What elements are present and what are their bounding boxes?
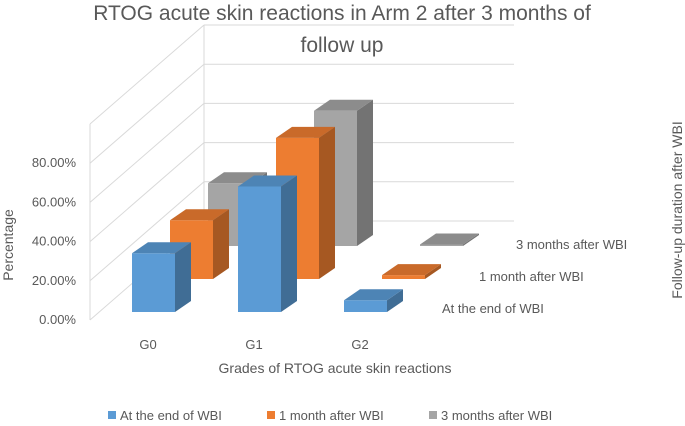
series-depth-label: At the end of WBI — [442, 301, 544, 316]
bars — [132, 99, 479, 312]
x-axis-title: Grades of RTOG acute skin reactions — [219, 360, 452, 376]
legend-label: At the end of WBI — [120, 408, 222, 423]
series-depth-label: 1 month after WBI — [479, 269, 584, 284]
x-tick-label: G1 — [245, 337, 262, 352]
bar — [132, 242, 191, 312]
x-axis-ticks: G0 G1 G2 — [139, 337, 368, 352]
legend-item: 1 month after WBI — [267, 408, 384, 423]
y-axis-title: Percentage — [0, 209, 16, 281]
bar — [382, 264, 441, 279]
depth-axis-title: Follow-up duration after WBI — [669, 121, 685, 298]
legend: At the end of WBI 1 month after WBI 3 mont… — [108, 408, 552, 423]
gridline-side — [89, 63, 205, 164]
bar — [420, 233, 479, 246]
chart-title-line-1: RTOG acute skin reactions in Arm 2 after… — [93, 2, 591, 25]
bar — [238, 175, 297, 312]
gridline-side — [89, 181, 205, 282]
legend-swatch — [429, 411, 437, 419]
legend-item: At the end of WBI — [108, 408, 222, 423]
gridline-side — [89, 24, 205, 125]
gridline-side — [89, 103, 205, 203]
bar — [344, 289, 403, 312]
chart-title-line-2: follow up — [301, 34, 384, 57]
y-tick-label: 80.00% — [32, 155, 77, 170]
legend-swatch — [267, 411, 275, 419]
x-tick-label: G0 — [139, 337, 156, 352]
gridline-side — [89, 142, 205, 242]
legend-item: 3 months after WBI — [429, 408, 552, 423]
legend-swatch — [108, 411, 116, 419]
legend-label: 1 month after WBI — [279, 408, 384, 423]
y-tick-label: 60.00% — [32, 194, 77, 209]
series-depth-labels: At the end of WBI 1 month after WBI 3 mont… — [442, 237, 627, 316]
y-tick-label: 20.00% — [32, 273, 77, 288]
y-tick-label: 40.00% — [32, 234, 77, 249]
series-depth-label: 3 months after WBI — [516, 237, 627, 252]
y-tick-label: 0.00% — [39, 312, 76, 327]
legend-label: 3 months after WBI — [441, 408, 552, 423]
y-axis-ticks: 0.00% 20.00% 40.00% 60.00% 80.00% — [32, 155, 77, 327]
x-tick-label: G2 — [351, 337, 368, 352]
